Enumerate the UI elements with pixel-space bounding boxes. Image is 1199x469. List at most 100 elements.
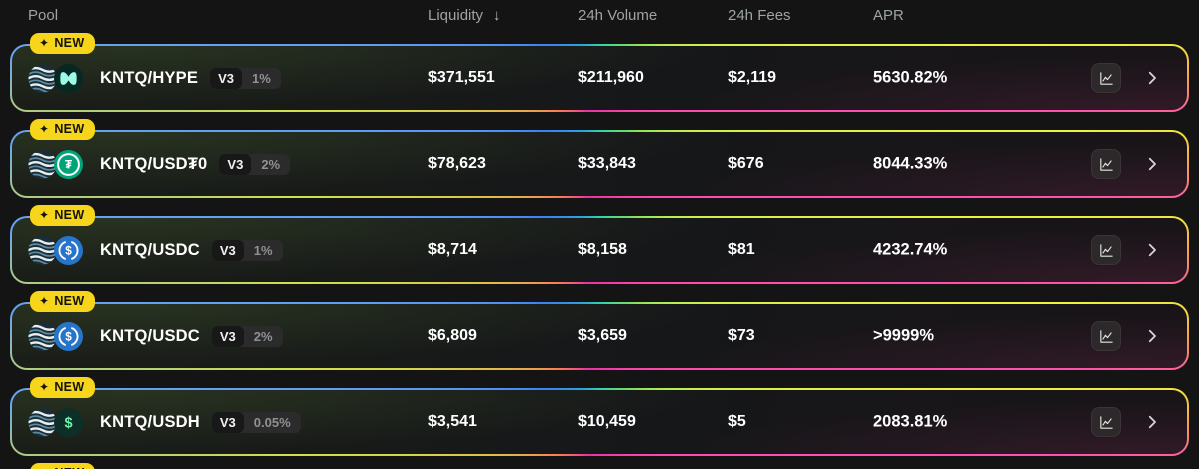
column-header-fees: 24h Fees [728,7,791,24]
column-header-volume: 24h Volume [578,7,658,24]
liquidity-value: $8,714 [428,241,477,258]
chart-button[interactable] [1091,235,1121,265]
new-badge-label: NEW [54,208,85,222]
pool-badges: V3 0.05% [211,411,301,433]
line-chart-icon [1099,243,1113,257]
pool-row-kntq-usdc-2[interactable]: ✦ NEW $ KNTQ/USDC V3 2% $6,809 $3,659 $7… [10,291,1189,370]
fees-value: $2,119 [728,69,777,86]
hype-token-icon [54,63,83,93]
volume-value: $3,659 [578,327,627,344]
fees-value: $5 [728,413,746,430]
pool-pair-name: KNTQ/USD₮0 [100,154,208,173]
chevron-right-icon[interactable] [1143,155,1161,173]
token-icon-pair: ₮ [28,149,85,179]
pool-row-kntq-hype[interactable]: ✦ NEW KNTQ/HYPE V3 1% $371,551 $211,960 … [10,33,1189,112]
chart-button[interactable] [1091,63,1121,93]
pool-cell: KNTQ/HYPE V3 1% [28,46,281,110]
pool-row-kntq-usdt0[interactable]: ✦ NEW ₮ KNTQ/USD₮0 V3 2% $78,623 $33,843… [10,119,1189,198]
new-badge: ✦ NEW [30,377,96,398]
fee-tier-badge: 0.05% [253,414,291,430]
chevron-right-icon[interactable] [1143,241,1161,259]
column-header-apr: APR [873,7,904,24]
fee-tier-badge: 2% [261,156,281,172]
new-badge-label: NEW [54,466,84,469]
pool-row-kntq-usdc-1[interactable]: ✦ NEW $ KNTQ/USDC V3 1% $8,714 $8,158 $8… [10,205,1189,284]
sparkle-icon: ✦ [39,380,50,394]
kntq-token-icon [28,149,57,179]
new-badge: ✦ NEW [30,463,96,469]
line-chart-icon [1099,329,1113,343]
column-header-liquidity[interactable]: Liquidity ↓ [428,0,501,32]
token-icon-pair: $ [28,235,85,265]
sparkle-icon: ✦ [39,36,50,50]
sparkle-icon: ✦ [39,122,50,136]
new-badge-label: NEW [54,294,85,308]
sort-descending-icon[interactable]: ↓ [493,7,501,24]
liquidity-value: $371,551 [428,69,495,86]
fees-value: $73 [728,327,755,344]
volume-value: $33,843 [578,155,636,172]
usdh-token-icon: $ [54,407,83,437]
chart-button[interactable] [1091,407,1121,437]
pool-badges: V3 2% [211,325,283,347]
new-badge-label: NEW [54,380,85,394]
sparkle-icon: ✦ [39,466,49,469]
sparkle-icon: ✦ [39,294,50,308]
token-icon-pair: $ [28,321,85,351]
version-badge: V3 [219,153,252,175]
chevron-right-icon[interactable] [1143,413,1161,431]
svg-text:$: $ [65,244,72,257]
pool-cell: $ KNTQ/USDC V3 2% [28,304,283,368]
apr-value: 4232.74% [873,240,948,259]
chart-button[interactable] [1091,321,1121,351]
liquidity-value: $3,541 [428,413,477,430]
new-badge-label: NEW [54,36,85,50]
new-badge: ✦ NEW [30,119,96,140]
kntq-token-icon [28,321,57,351]
version-badge: V3 [211,239,244,261]
chevron-right-icon[interactable] [1143,69,1161,87]
volume-value: $211,960 [578,69,644,86]
version-badge: V3 [210,67,242,89]
pool-badges: V3 2% [219,153,291,175]
version-badge: V3 [211,411,244,433]
pool-cell: $ KNTQ/USDH V3 0.05% [28,390,301,454]
chart-button[interactable] [1091,149,1121,179]
svg-text:$: $ [65,330,72,343]
table-header: Pool Liquidity ↓ 24h Volume 24h Fees APR [0,0,1199,32]
new-badge-label: NEW [54,122,85,136]
fee-tier-badge: 1% [253,242,273,258]
liquidity-value: $78,623 [428,155,486,172]
pool-row-kntq-usdh[interactable]: ✦ NEW $ KNTQ/USDH V3 0.05% $3,541 $10,45… [10,377,1189,456]
liquidity-value: $6,809 [428,327,477,344]
fees-value: $81 [728,241,755,258]
chevron-right-icon[interactable] [1143,327,1161,345]
new-badge: ✦ NEW [30,205,96,226]
pool-pair-name: KNTQ/USDC [100,240,200,259]
token-icon-pair [28,63,85,93]
fee-tier-badge: 1% [251,70,271,86]
fees-value: $676 [728,155,764,172]
line-chart-icon [1099,71,1113,85]
pool-pair-name: KNTQ/USDC [100,326,200,345]
token-icon-pair: $ [28,407,85,437]
svg-text:$: $ [64,415,72,431]
volume-value: $8,158 [578,241,627,258]
column-header-pool: Pool [28,7,59,24]
line-chart-icon [1099,415,1113,429]
pool-badges: V3 1% [211,239,283,261]
apr-value: 8044.33% [873,154,948,173]
pool-pair-name: KNTQ/USDH [100,412,200,431]
apr-value: 5630.82% [873,68,948,87]
usdc-token-icon: $ [54,321,83,351]
apr-value: >9999% [873,326,935,345]
usdc-token-icon: $ [54,235,83,265]
pool-cell: $ KNTQ/USDC V3 1% [28,218,283,282]
new-badge: ✦ NEW [30,33,96,54]
fee-tier-badge: 2% [253,328,273,344]
kntq-token-icon [28,407,57,437]
new-badge: ✦ NEW [30,291,96,312]
liquidity-header-label: Liquidity [428,7,484,24]
apr-value: 2083.81% [873,412,948,431]
pool-badges: V3 1% [210,67,281,89]
